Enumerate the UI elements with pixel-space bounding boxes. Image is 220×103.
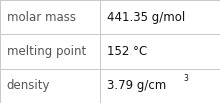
Text: 3.79 g/cm: 3.79 g/cm [107, 79, 166, 92]
Text: density: density [7, 79, 50, 92]
Text: 441.35 g/mol: 441.35 g/mol [107, 11, 185, 24]
Text: 3: 3 [183, 74, 188, 83]
Text: 152 °C: 152 °C [107, 45, 147, 58]
Text: molar mass: molar mass [7, 11, 76, 24]
Text: melting point: melting point [7, 45, 86, 58]
